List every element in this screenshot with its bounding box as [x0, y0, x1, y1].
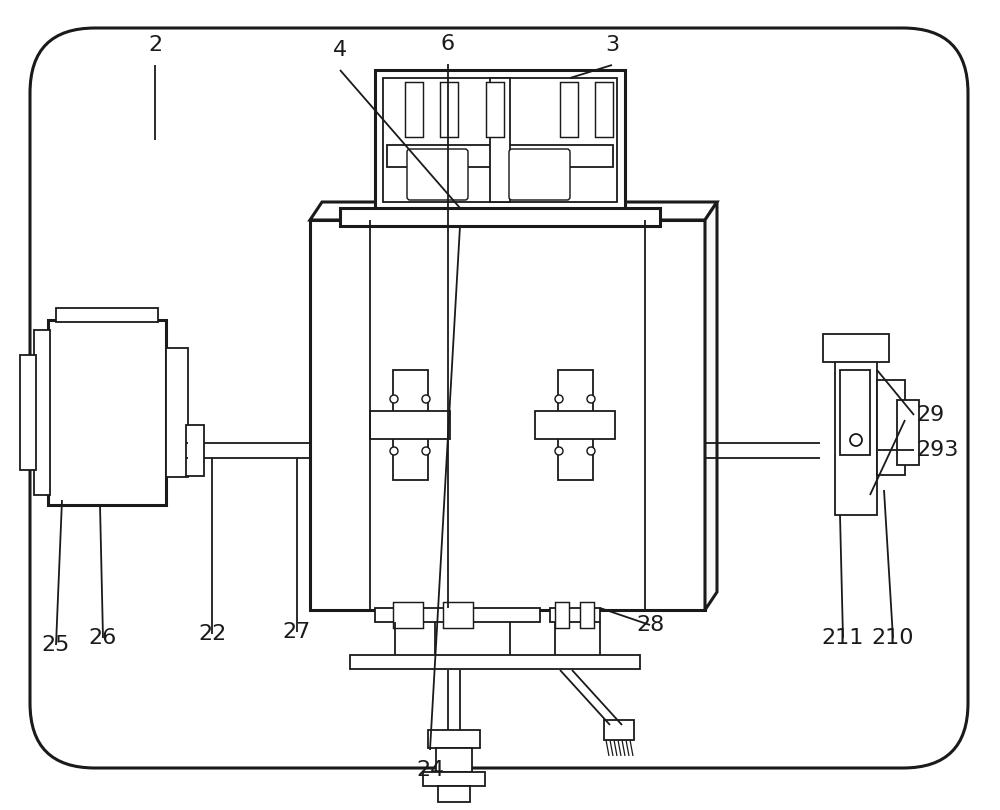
Bar [48, 320, 166, 505]
Circle shape [390, 447, 398, 455]
Bar [405, 82, 423, 137]
Text: 24: 24 [416, 760, 444, 780]
Circle shape [390, 395, 398, 403]
Bar [555, 602, 569, 628]
Text: 211: 211 [822, 628, 864, 648]
Bar [440, 82, 458, 137]
Bar [310, 220, 705, 610]
Bar [580, 602, 594, 628]
Circle shape [422, 395, 430, 403]
Text: 3: 3 [605, 35, 619, 55]
Circle shape [422, 447, 430, 455]
Text: 210: 210 [872, 628, 914, 648]
Circle shape [850, 434, 862, 446]
Bar [840, 370, 870, 455]
Bar [490, 78, 510, 202]
Bar [595, 82, 613, 137]
Bar [436, 748, 472, 772]
Bar [393, 370, 428, 480]
Bar [823, 334, 889, 362]
Text: 25: 25 [42, 635, 70, 655]
Bar [375, 70, 625, 210]
Bar [34, 330, 50, 495]
Text: 293: 293 [916, 440, 958, 460]
Bar [350, 655, 640, 669]
Text: 29: 29 [916, 405, 944, 425]
Bar [370, 411, 450, 439]
Bar [56, 308, 158, 322]
Bar [897, 400, 919, 465]
Circle shape [587, 395, 595, 403]
Bar [20, 355, 36, 470]
Bar [375, 608, 540, 622]
Text: 6: 6 [441, 34, 455, 54]
Bar [486, 82, 504, 137]
Text: 4: 4 [333, 40, 347, 60]
Bar [443, 602, 473, 628]
Circle shape [555, 395, 563, 403]
Polygon shape [705, 202, 717, 610]
Bar [560, 82, 578, 137]
Text: 28: 28 [636, 615, 664, 635]
FancyBboxPatch shape [509, 149, 570, 200]
Bar [438, 786, 470, 802]
Circle shape [587, 447, 595, 455]
Bar [423, 772, 485, 786]
Bar [877, 380, 905, 475]
Text: 22: 22 [198, 624, 226, 644]
Bar [835, 340, 877, 515]
Bar [393, 602, 423, 628]
Text: 2: 2 [148, 35, 162, 55]
Polygon shape [310, 202, 717, 220]
Text: 27: 27 [283, 622, 311, 642]
Bar [387, 145, 613, 167]
Bar [558, 370, 593, 480]
Text: 26: 26 [89, 628, 117, 648]
Bar [186, 425, 204, 476]
FancyBboxPatch shape [407, 149, 468, 200]
Bar [340, 208, 660, 226]
Circle shape [555, 447, 563, 455]
Bar [428, 730, 480, 748]
Bar [535, 411, 615, 439]
Bar [383, 78, 617, 202]
Bar [550, 608, 600, 622]
Bar [604, 720, 634, 740]
Bar [166, 348, 188, 477]
